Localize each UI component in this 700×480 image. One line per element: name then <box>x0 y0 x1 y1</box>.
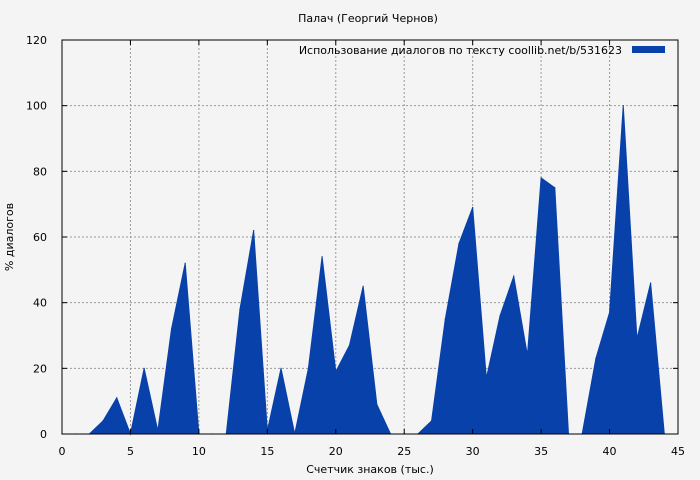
x-tick-label: 20 <box>329 445 343 458</box>
plot-area <box>61 105 665 436</box>
data-point <box>526 354 529 356</box>
x-axis-label: Счетчик знаков (тыс.) <box>306 463 434 476</box>
data-point <box>348 344 351 346</box>
x-tick-label: 25 <box>397 445 411 458</box>
data-point <box>143 367 145 369</box>
data-point <box>184 262 186 264</box>
x-tick-label: 0 <box>59 445 66 458</box>
data-point <box>170 328 173 330</box>
data-point <box>499 315 501 317</box>
data-point <box>622 105 624 107</box>
data-point <box>321 256 323 258</box>
data-point <box>239 308 241 310</box>
series-area <box>62 105 665 436</box>
data-point <box>472 206 474 209</box>
x-tick-label: 15 <box>260 445 274 458</box>
x-tick-label: 10 <box>192 445 206 458</box>
data-point <box>431 420 433 422</box>
chart-title: Палач (Георгий Чернов) <box>298 12 438 25</box>
data-point <box>157 430 159 432</box>
data-point <box>608 311 611 314</box>
legend-swatch <box>632 46 665 53</box>
data-point <box>554 187 556 189</box>
data-point <box>102 420 104 422</box>
data-point <box>636 338 638 340</box>
data-point <box>540 177 542 179</box>
y-tick-label: 120 <box>26 34 47 47</box>
y-tick-label: 40 <box>33 297 47 310</box>
x-tick-label: 30 <box>466 445 480 458</box>
legend-label: Использование диалогов по тексту coollib… <box>299 44 622 57</box>
data-point <box>362 285 364 287</box>
legend: Использование диалогов по тексту coollib… <box>299 44 665 57</box>
y-tick-label: 60 <box>33 231 47 244</box>
data-point <box>513 275 515 277</box>
x-tick-label: 35 <box>534 445 548 458</box>
y-tick-label: 0 <box>40 428 47 441</box>
data-point <box>116 397 118 399</box>
data-point <box>376 403 378 406</box>
data-point <box>253 229 255 232</box>
data-point <box>650 282 652 284</box>
data-point <box>335 371 337 373</box>
x-tick-label: 40 <box>603 445 617 458</box>
x-tick-label: 5 <box>127 445 134 458</box>
x-tick-label: 45 <box>671 445 685 458</box>
y-tick-label: 20 <box>33 362 47 375</box>
data-point <box>280 367 282 369</box>
data-point <box>444 318 446 320</box>
data-point <box>595 357 597 360</box>
x-axis-ticks: 0 5 10 15 20 25 30 35 40 45 <box>59 40 685 458</box>
data-point <box>307 367 309 369</box>
data-point <box>485 377 487 379</box>
y-tick-label: 80 <box>33 165 47 178</box>
y-tick-label: 100 <box>26 100 47 113</box>
y-axis-ticks: 0 20 40 60 80 100 120 <box>26 34 678 441</box>
data-point <box>458 242 460 245</box>
y-axis-label: % диалогов <box>3 203 16 271</box>
